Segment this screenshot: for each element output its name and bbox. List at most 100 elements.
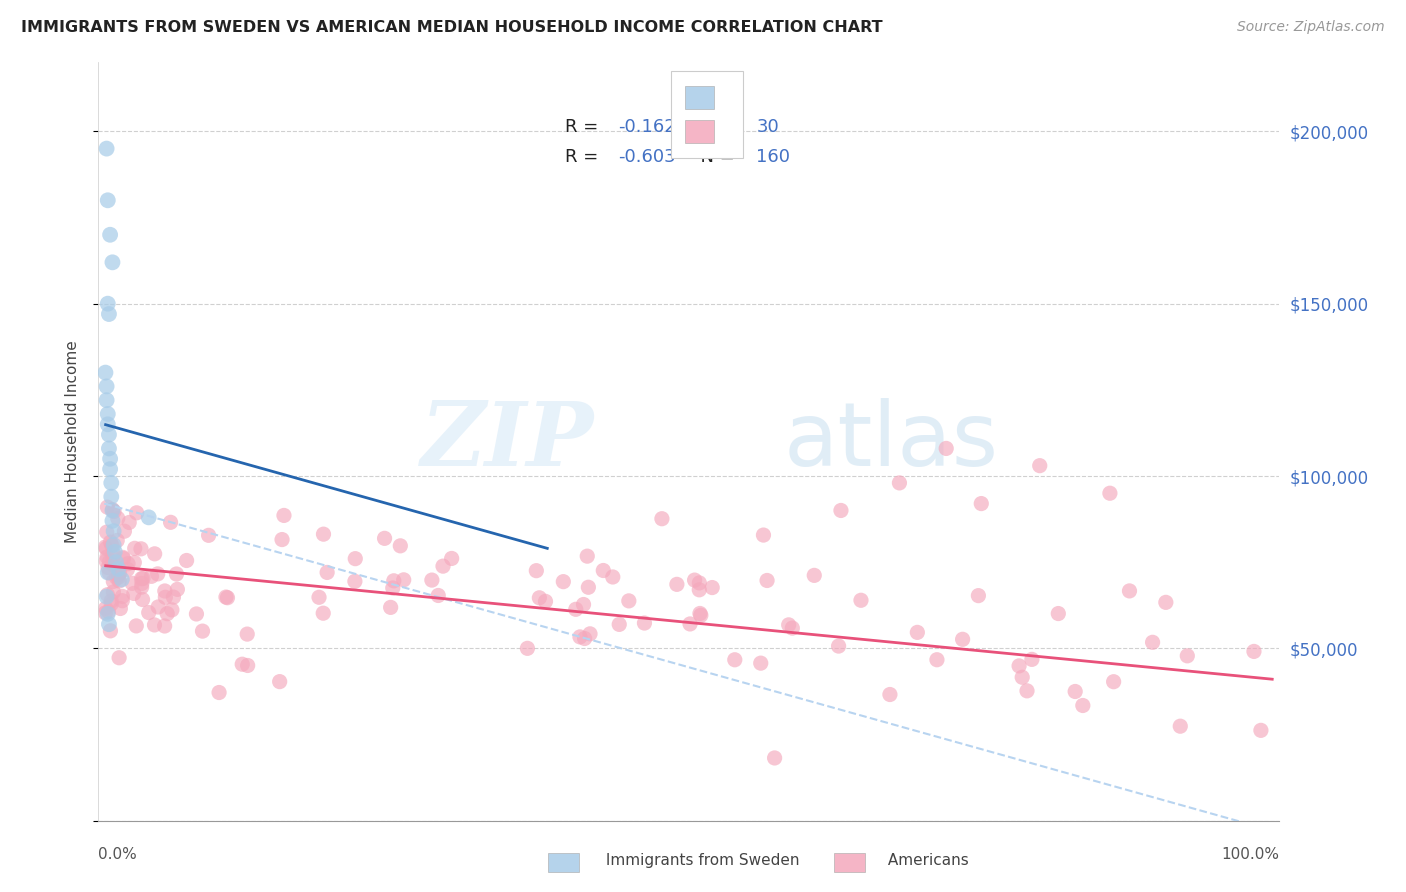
Point [125, 506, 148, 520]
Point [1047, 607, 1070, 621]
Text: 100.0%: 100.0% [1222, 847, 1279, 863]
Point [524, 564, 547, 578]
Point [101, 550, 124, 565]
Point [107, 570, 129, 584]
Point [96, 554, 118, 568]
Point [1071, 698, 1094, 713]
Point [131, 576, 153, 591]
Point [97, 296, 120, 310]
Point [131, 592, 153, 607]
Point [553, 574, 575, 589]
Point [1118, 583, 1140, 598]
Point [117, 562, 139, 576]
Point [827, 639, 849, 653]
Point [103, 574, 125, 589]
Point [103, 504, 125, 518]
Point [103, 524, 125, 538]
Point [108, 650, 131, 665]
Point [153, 584, 176, 599]
Point [1154, 595, 1177, 609]
Point [688, 582, 710, 597]
Point [756, 574, 779, 588]
Point [100, 624, 122, 638]
Point [131, 580, 153, 594]
Point [592, 564, 614, 578]
Point [1064, 684, 1087, 698]
Point [208, 685, 231, 699]
Point [104, 545, 127, 559]
Text: 0.0%: 0.0% [98, 847, 138, 863]
Point [156, 607, 179, 621]
Point [108, 566, 131, 581]
Point [633, 615, 655, 630]
Point [97, 307, 120, 321]
Point [103, 547, 125, 561]
Point [100, 490, 122, 504]
Point [1011, 670, 1033, 684]
Point [1021, 652, 1043, 666]
Point [166, 582, 188, 597]
Point [381, 581, 404, 595]
Point [143, 547, 166, 561]
Point [98, 227, 121, 242]
Point [97, 194, 120, 208]
Point [374, 532, 396, 546]
Point [98, 462, 121, 476]
Point [889, 475, 911, 490]
Point [269, 674, 291, 689]
Point [131, 572, 153, 586]
Point [576, 549, 599, 563]
Point [107, 511, 129, 525]
Point [96, 500, 118, 515]
Point [96, 549, 118, 564]
Point [382, 574, 405, 588]
Point [651, 512, 673, 526]
Point [96, 525, 118, 540]
Point [105, 533, 128, 548]
Point [97, 617, 120, 632]
Point [724, 653, 747, 667]
Point [96, 541, 118, 556]
Point [1243, 644, 1265, 658]
Point [98, 451, 121, 466]
Text: Source: ZipAtlas.com: Source: ZipAtlas.com [1237, 20, 1385, 34]
Point [97, 442, 120, 456]
Point [273, 508, 295, 523]
Point [1250, 723, 1272, 738]
Point [121, 576, 143, 591]
Point [689, 607, 711, 621]
Point [380, 600, 402, 615]
Point [117, 557, 139, 571]
Point [1029, 458, 1052, 473]
Point [101, 503, 124, 517]
Point [925, 653, 948, 667]
Point [118, 516, 141, 530]
Point [124, 541, 146, 556]
Point [702, 581, 724, 595]
Point [138, 510, 160, 524]
Point [392, 573, 415, 587]
Point [830, 503, 852, 517]
Point [576, 580, 599, 594]
Point [104, 555, 127, 569]
Text: -0.603: -0.603 [619, 148, 676, 166]
Point [752, 528, 775, 542]
Text: atlas: atlas [783, 398, 998, 485]
Point [432, 559, 454, 574]
Point [153, 619, 176, 633]
Text: Americans: Americans [844, 854, 969, 868]
Point [1098, 486, 1121, 500]
Point [1168, 719, 1191, 733]
Point [689, 608, 711, 623]
Point [97, 407, 120, 421]
Point [101, 255, 124, 269]
Point [112, 524, 135, 539]
Point [101, 514, 124, 528]
Point [952, 632, 974, 647]
Text: N =: N = [689, 118, 741, 136]
Point [143, 618, 166, 632]
Point [236, 627, 259, 641]
Text: R =: R = [565, 118, 605, 136]
Point [215, 590, 238, 604]
Point [905, 625, 928, 640]
